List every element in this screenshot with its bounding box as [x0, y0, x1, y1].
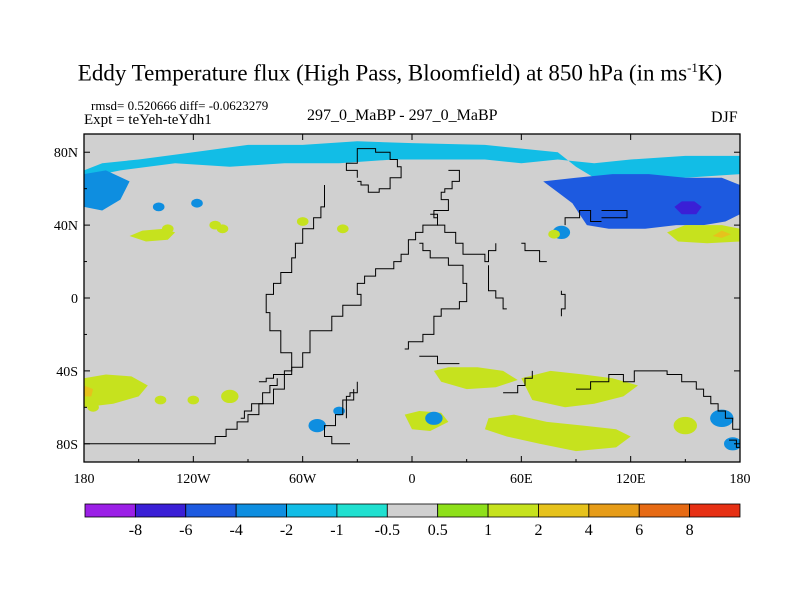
colorbar-label: -4 [230, 522, 243, 539]
field-region-asia-pacific-storm-track [543, 174, 740, 229]
x-tick-label: 180 [74, 472, 95, 487]
colorbar-label: -6 [179, 522, 192, 539]
colorbar-box [286, 503, 338, 518]
colorbar-box [336, 503, 388, 518]
field-region-kuroshio-core [674, 201, 702, 215]
field-region-nh-positive-2 [667, 225, 740, 244]
colorbar-label: 2 [535, 522, 543, 539]
colorbar-box [185, 503, 237, 518]
experiment-label: Expt = teYeh-teYdh1 [84, 112, 212, 128]
colorbar-label: 6 [635, 522, 643, 539]
coastline-10 [560, 290, 566, 317]
coastline-5 [324, 389, 355, 445]
colorbar-box [235, 503, 287, 518]
colorbar-label: 1 [484, 522, 492, 539]
colorbar-box [134, 503, 187, 518]
colorbar-box [487, 503, 539, 518]
field-blob-8 [548, 229, 560, 239]
x-tick-label: 60W [289, 472, 317, 487]
colorbar-label: -2 [280, 522, 293, 539]
colorbar-label: -0.5 [375, 522, 400, 539]
y-tick-label: 80N [54, 146, 78, 161]
colorbar-label: 4 [585, 522, 593, 539]
field-blob-15 [425, 411, 443, 425]
x-tick-label: 120E [616, 472, 646, 487]
field-blob-3 [216, 224, 229, 234]
field-blob-0 [152, 202, 165, 212]
y-tick-label: 40S [56, 365, 78, 380]
x-tick-label: 60E [510, 472, 533, 487]
field-blob-10 [308, 419, 326, 433]
coastline-14 [503, 370, 533, 394]
field-blob-1 [191, 198, 203, 208]
field-blob-11 [333, 406, 345, 416]
field-blob-12 [221, 389, 239, 403]
field-blob-13 [187, 395, 200, 405]
field-blob-5 [296, 217, 309, 226]
field-region-sh-positive-1 [84, 374, 148, 408]
colorbar-box [437, 503, 489, 518]
field-blob-14 [154, 395, 167, 405]
x-tick-label: 0 [409, 472, 416, 487]
coastline-8 [430, 213, 497, 263]
coastline-2 [258, 169, 460, 383]
coastline-15 [576, 370, 740, 430]
coastline-6 [404, 242, 468, 350]
coastline-11 [521, 242, 547, 263]
colorbar-box [638, 503, 691, 518]
coastline-9 [488, 265, 507, 310]
field-region-sh-positive-5 [484, 414, 631, 452]
field-region-sh-positive-2 [433, 367, 518, 390]
field-blob-6 [337, 224, 349, 234]
coastline-7 [419, 355, 460, 365]
coastline-12 [564, 210, 602, 226]
colorbar-box [588, 503, 640, 518]
colorbar-label: -8 [129, 522, 142, 539]
field-region-sh-yellow-1 [84, 385, 94, 397]
colorbar-label: -1 [330, 522, 343, 539]
x-tick-label: 180 [730, 472, 751, 487]
center-label: 297_0_MaBP - 297_0_MaBP [307, 107, 498, 124]
field-blob-4 [162, 224, 174, 234]
coastline-13 [601, 210, 628, 219]
colorbar-box [84, 503, 136, 518]
field-region-n-pacific-atlantic [84, 170, 130, 211]
coastline-0 [84, 185, 325, 445]
field-region-arctic-band [84, 141, 740, 182]
coastline-1 [345, 148, 402, 193]
colorbar-label: 8 [686, 522, 694, 539]
y-tick-label: 40N [54, 219, 78, 234]
coastline-3 [240, 378, 278, 419]
field-region-nh-yellow-1 [712, 230, 731, 238]
colorbar-box [538, 503, 590, 518]
field-blob-9 [673, 416, 697, 435]
y-tick-label: 0 [71, 292, 78, 307]
y-tick-label: 80S [56, 438, 78, 453]
chart-title: Eddy Temperature flux (High Pass, Bloomf… [77, 60, 723, 86]
x-tick-label: 120W [176, 472, 211, 487]
field-blob-18 [87, 402, 99, 412]
rmsd-diff-label: rmsd= 0.520666 diff= -0.0623279 [91, 98, 269, 113]
colorbar-box [386, 503, 439, 518]
colorbar-box [689, 503, 741, 518]
colorbar-label: 0.5 [428, 522, 448, 539]
field-blob-16 [710, 409, 734, 427]
season-label: DJF [711, 109, 738, 126]
field-region-nh-positive-1 [129, 228, 176, 242]
